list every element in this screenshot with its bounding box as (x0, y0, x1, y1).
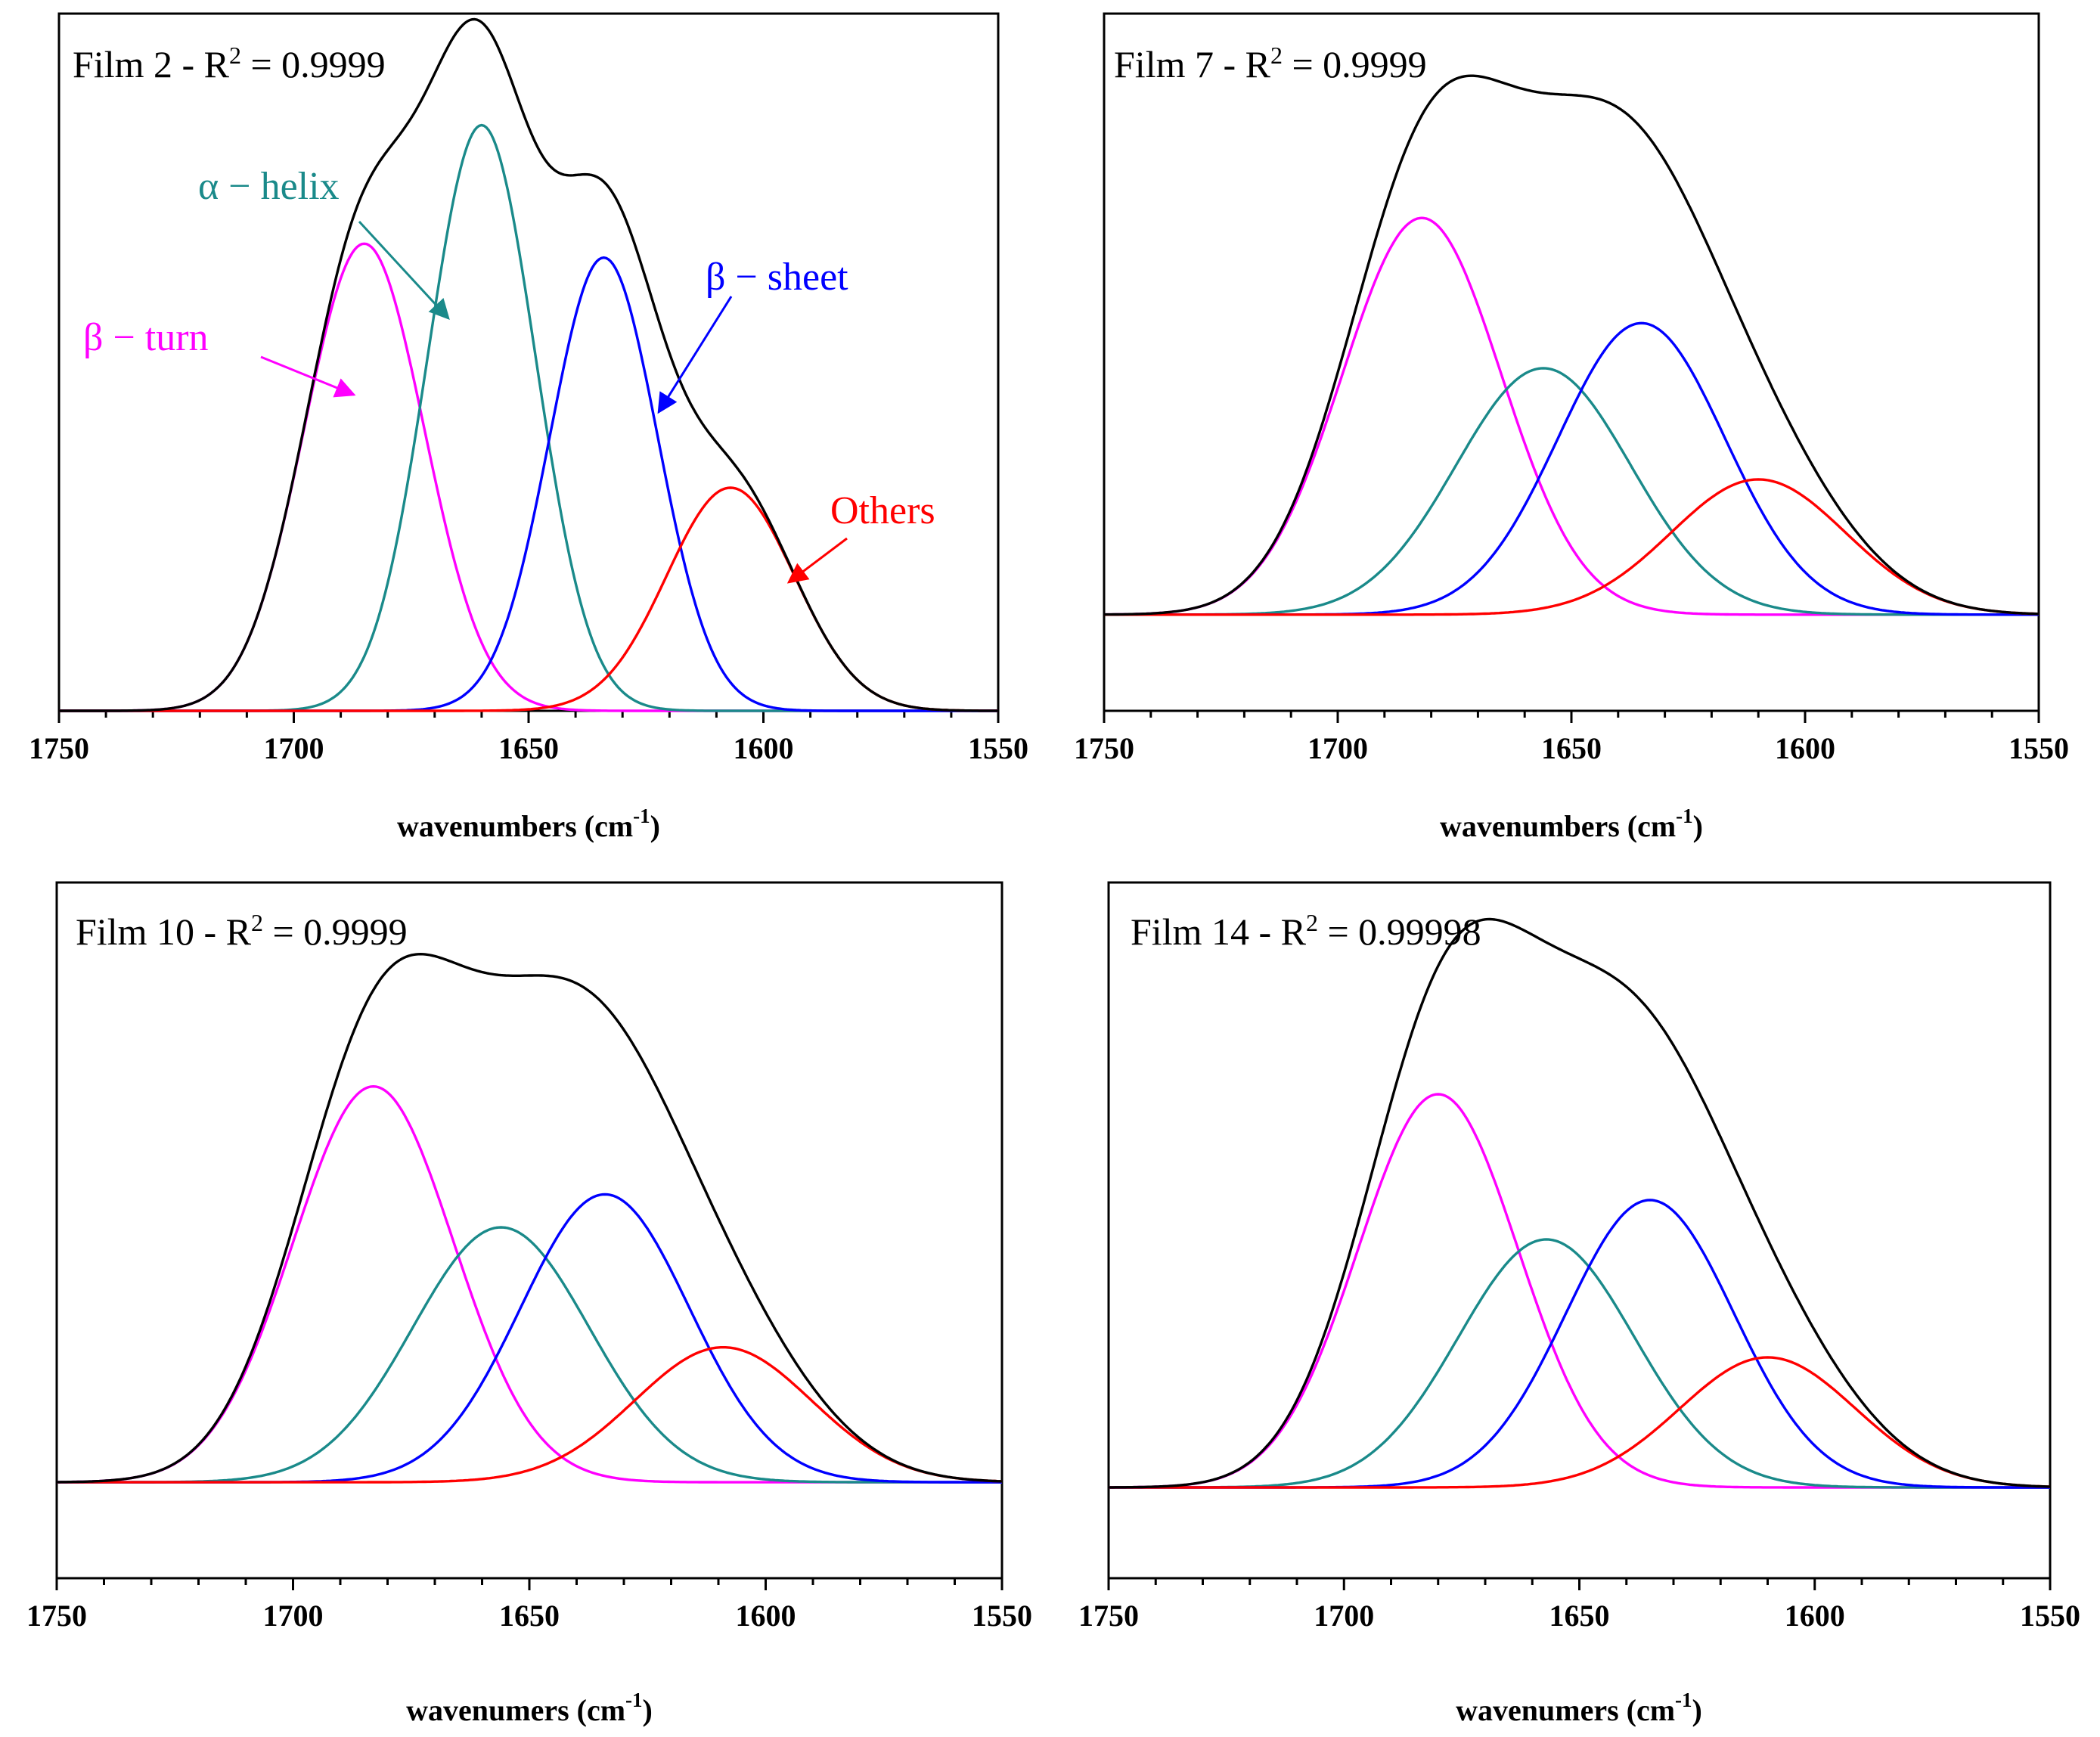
beta-sheet-arrow (657, 296, 733, 414)
alpha-helix-annotation: α − helix (198, 165, 340, 208)
cumulative-fit-curve (1103, 74, 2040, 616)
x-tick-label: 1700 (1307, 731, 1368, 765)
plot-frame (55, 881, 1003, 1580)
plot-frame (57, 12, 1000, 712)
curves (1103, 74, 2040, 616)
beta-turn-annotation: β − turn (83, 316, 209, 359)
x-tick-label: 1550 (968, 731, 1028, 765)
others-annotation: Others (830, 489, 935, 532)
x-axis-label: wavenumers (cm-1) (1456, 1689, 1702, 1727)
x-tick-label: 1600 (736, 1599, 796, 1633)
curves (1109, 917, 2051, 1489)
panel-film-10: Film 10 - R2 = 0.9999 1750 1700 1650 1600 15… (26, 881, 1032, 1727)
x-tick-label: 1600 (734, 731, 794, 765)
beta-turn-curve (57, 1084, 1002, 1484)
others-curve (1109, 1356, 2051, 1489)
x-tick-label: 1550 (2020, 1599, 2080, 1633)
others-arrow (786, 537, 848, 584)
cumulative-fit-curve (59, 17, 999, 712)
x-tick-label: 1600 (1775, 731, 1835, 765)
panel-title: Film 14 - R2 = 0.99998 (1131, 909, 1481, 953)
beta-turn-curve (1109, 1093, 2050, 1489)
x-axis-ticks: 1750 1700 1650 1600 1550 (1078, 1578, 2080, 1633)
x-tick-label: 1650 (1549, 1599, 1610, 1633)
plot-frame (1103, 12, 2040, 712)
beta-sheet-curve (1104, 321, 2039, 616)
x-tick-label: 1750 (29, 731, 89, 765)
beta-turn-curve (1103, 216, 2039, 616)
x-tick-label: 1700 (264, 731, 324, 765)
panel-title: Film 2 - R2 = 0.9999 (73, 42, 386, 85)
panel-film-7: Film 7 - R2 = 0.9999 1750 1700 1650 1600 155… (1074, 12, 2069, 843)
x-tick-label: 1550 (972, 1599, 1032, 1633)
x-tick-label: 1750 (1074, 731, 1134, 765)
panel-film-14: Film 14 - R2 = 0.99998 1750 1700 1650 1600 1… (1078, 881, 2080, 1727)
alpha-helix-curve (57, 1226, 1002, 1484)
x-axis-ticks: 1750 1700 1650 1600 1550 (1074, 711, 2069, 765)
x-axis-label: wavenumers (cm-1) (406, 1689, 653, 1727)
beta-turn-arrow (260, 355, 356, 398)
x-tick-label: 1750 (1078, 1599, 1139, 1633)
x-tick-label: 1650 (499, 1599, 560, 1633)
curves (59, 17, 999, 712)
x-axis-ticks: 1750 1700 1650 1600 1550 (26, 1578, 1032, 1633)
x-tick-label: 1650 (1541, 731, 1602, 765)
alpha-helix-curve (1109, 1238, 2050, 1489)
others-curve (57, 1345, 1003, 1484)
panel-title: Film 10 - R2 = 0.9999 (76, 909, 408, 953)
cumulative-fit-curve (57, 952, 1003, 1484)
alpha-helix-curve (59, 123, 998, 712)
x-tick-label: 1700 (1314, 1599, 1374, 1633)
panel-title: Film 7 - R2 = 0.9999 (1114, 42, 1427, 85)
x-axis-label: wavenumbers (cm-1) (397, 805, 660, 843)
cumulative-fit-curve (1109, 917, 2051, 1489)
panel-film-2: Film 2 - R2 = 0.9999 1750 1700 1650 1600 155… (29, 12, 1028, 843)
x-axis-label: wavenumbers (cm-1) (1440, 805, 1703, 843)
x-tick-label: 1650 (498, 731, 559, 765)
others-curve (1104, 478, 2040, 616)
x-tick-label: 1600 (1785, 1599, 1845, 1633)
x-tick-label: 1750 (26, 1599, 87, 1633)
beta-sheet-annotation: β − sheet (706, 256, 848, 299)
x-tick-label: 1550 (2008, 731, 2069, 765)
x-axis-ticks: 1750 1700 1650 1600 1550 (29, 711, 1028, 765)
curves (57, 952, 1003, 1484)
alpha-helix-arrow (358, 220, 450, 320)
beta-sheet-curve (1109, 1199, 2050, 1489)
x-tick-label: 1700 (263, 1599, 324, 1633)
